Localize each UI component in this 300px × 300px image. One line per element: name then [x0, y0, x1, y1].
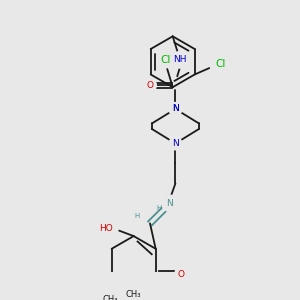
- Circle shape: [172, 52, 188, 68]
- Text: H: H: [135, 213, 140, 219]
- Circle shape: [169, 103, 182, 115]
- Circle shape: [175, 268, 188, 280]
- Text: N: N: [172, 104, 179, 113]
- Text: Cl: Cl: [160, 55, 171, 65]
- Text: H: H: [157, 205, 162, 211]
- Text: HO: HO: [100, 224, 113, 233]
- Text: O: O: [146, 81, 154, 90]
- Text: N: N: [172, 139, 179, 148]
- Circle shape: [144, 79, 156, 92]
- Text: N: N: [167, 199, 173, 208]
- Text: NH: NH: [173, 56, 187, 64]
- Circle shape: [162, 195, 178, 212]
- Circle shape: [169, 137, 182, 150]
- Circle shape: [169, 103, 182, 115]
- Text: Cl: Cl: [215, 58, 225, 69]
- Text: CH₃: CH₃: [102, 295, 118, 300]
- Text: O: O: [178, 270, 184, 279]
- Text: N: N: [172, 104, 179, 113]
- Text: CH₃: CH₃: [126, 290, 141, 299]
